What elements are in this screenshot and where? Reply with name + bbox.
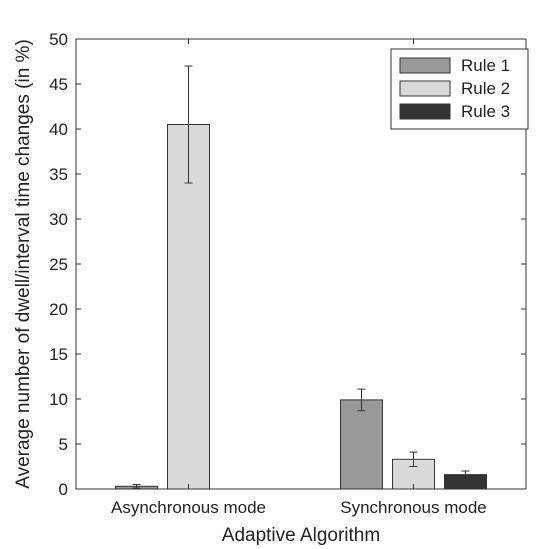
y-tick-label: 50 [49, 30, 68, 49]
x-tick-label: Asynchronous mode [111, 498, 266, 517]
x-axis-ticks: Asynchronous mode Synchronous mode [111, 39, 487, 517]
y-axis-ticks: 0 5 10 15 20 25 30 35 40 45 50 [49, 30, 526, 499]
x-axis-label: Adaptive Algorithm [222, 525, 380, 546]
y-tick-label: 15 [49, 345, 68, 364]
y-tick-label: 10 [49, 390, 68, 409]
legend-swatch [399, 80, 451, 97]
y-tick-label: 40 [49, 120, 68, 139]
y-tick-label: 20 [49, 300, 68, 319]
legend: Rule 1 Rule 2 Rule 3 [390, 48, 529, 130]
y-axis-label: Average number of dwell/interval time ch… [13, 39, 34, 489]
bars [115, 124, 487, 490]
bar [340, 399, 383, 490]
y-tick-label: 30 [49, 210, 68, 229]
y-tick-label: 35 [49, 165, 68, 184]
y-tick-label: 5 [59, 435, 68, 454]
error-bars [132, 65, 470, 489]
legend-swatch [399, 57, 451, 74]
legend-label: Rule 3 [461, 102, 510, 121]
y-tick-label: 25 [49, 255, 68, 274]
x-tick-label: Synchronous mode [340, 498, 486, 517]
legend-label: Rule 1 [461, 56, 510, 75]
legend-swatch [399, 103, 451, 120]
y-tick-label: 45 [49, 75, 68, 94]
bar [167, 124, 210, 490]
y-tick-label: 0 [59, 480, 68, 499]
legend-label: Rule 2 [461, 79, 510, 98]
